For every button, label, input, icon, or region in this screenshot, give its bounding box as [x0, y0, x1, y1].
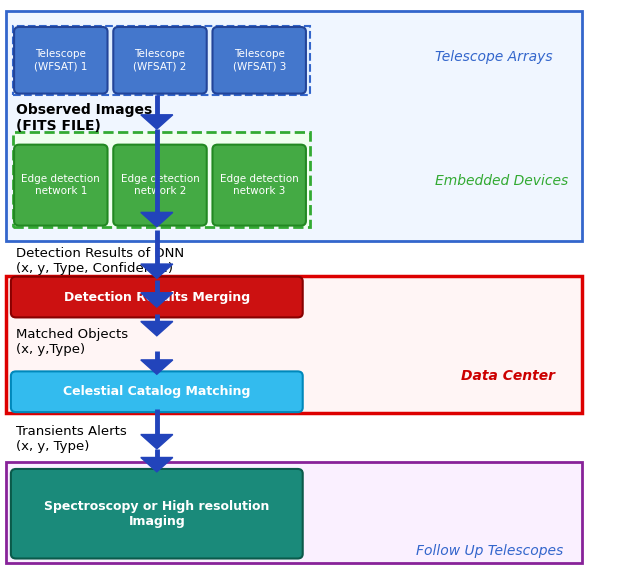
- Polygon shape: [141, 435, 173, 449]
- FancyBboxPatch shape: [14, 27, 108, 94]
- Text: Data Center: Data Center: [461, 369, 555, 383]
- FancyBboxPatch shape: [212, 145, 306, 226]
- Text: Telescope Arrays: Telescope Arrays: [435, 51, 553, 64]
- FancyBboxPatch shape: [11, 371, 303, 412]
- Text: Celestial Catalog Matching: Celestial Catalog Matching: [63, 385, 250, 398]
- Polygon shape: [141, 264, 173, 278]
- Text: Follow Up Telescopes: Follow Up Telescopes: [416, 544, 563, 558]
- Text: Telescope
(WFSAT) 2: Telescope (WFSAT) 2: [133, 49, 187, 71]
- Text: Matched Objects
(x, y,Type): Matched Objects (x, y,Type): [16, 328, 128, 355]
- Bar: [6, 11, 582, 241]
- Text: Transients Alerts
(x, y, Type): Transients Alerts (x, y, Type): [16, 425, 127, 453]
- Text: Spectroscopy or High resolution
Imaging: Spectroscopy or High resolution Imaging: [44, 500, 269, 528]
- Text: Edge detection
network 1: Edge detection network 1: [21, 174, 100, 196]
- FancyBboxPatch shape: [11, 469, 303, 559]
- Polygon shape: [141, 212, 173, 227]
- Text: Telescope
(WFSAT) 3: Telescope (WFSAT) 3: [232, 49, 286, 71]
- Bar: [13, 132, 310, 227]
- Polygon shape: [141, 115, 173, 129]
- Text: Edge detection
network 2: Edge detection network 2: [120, 174, 200, 196]
- FancyBboxPatch shape: [212, 27, 306, 94]
- FancyBboxPatch shape: [14, 145, 108, 226]
- Text: Telescope
(WFSAT) 1: Telescope (WFSAT) 1: [34, 49, 88, 71]
- FancyBboxPatch shape: [11, 277, 303, 317]
- Text: Edge detection
network 3: Edge detection network 3: [220, 174, 299, 196]
- Polygon shape: [141, 360, 173, 374]
- FancyBboxPatch shape: [113, 27, 207, 94]
- Text: Embedded Devices: Embedded Devices: [435, 174, 568, 188]
- Bar: [13, 26, 310, 95]
- Bar: [6, 276, 582, 413]
- Text: Observed Images
(FITS FILE): Observed Images (FITS FILE): [16, 103, 152, 133]
- Text: Detection Results Merging: Detection Results Merging: [64, 290, 250, 304]
- FancyBboxPatch shape: [113, 145, 207, 226]
- Bar: [6, 462, 582, 563]
- Polygon shape: [141, 293, 173, 307]
- Polygon shape: [141, 457, 173, 472]
- Polygon shape: [141, 321, 173, 336]
- Text: Detection Results of DNN
(x, y, Type, Confidence): Detection Results of DNN (x, y, Type, Co…: [16, 247, 184, 275]
